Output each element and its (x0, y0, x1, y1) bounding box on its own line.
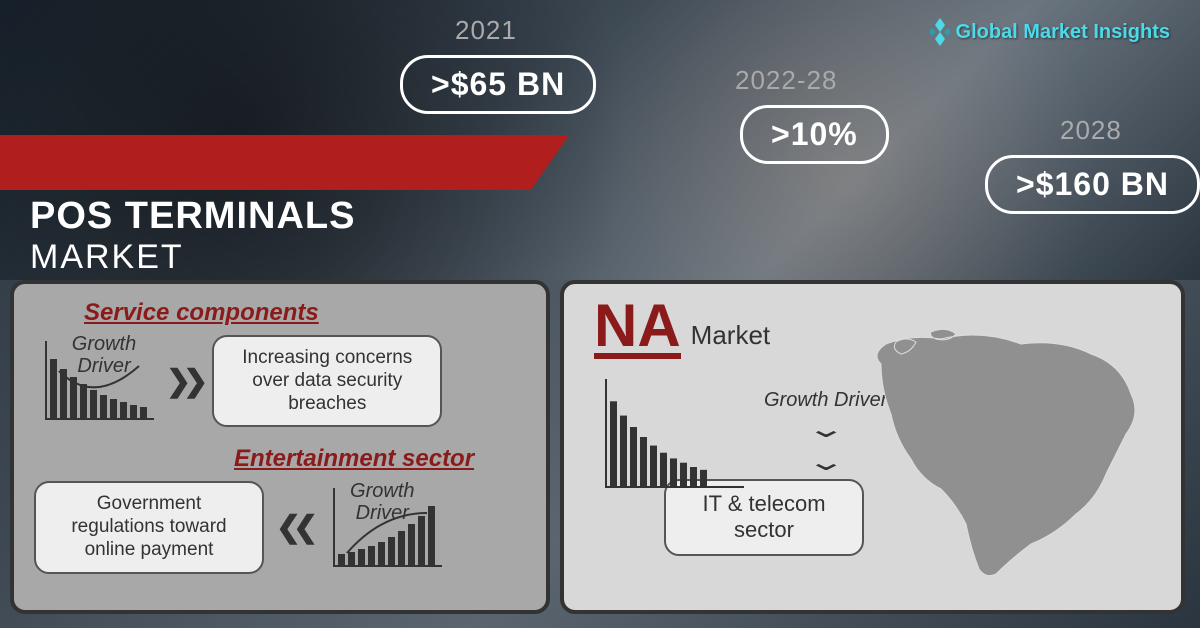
chevron-right-icon: ❯❯ (166, 364, 200, 399)
chevron-down-icon: ⌄ (806, 415, 846, 444)
chart-wrapper-down: Growth Driver (34, 341, 154, 421)
stat-pill: >$65 BN (400, 55, 596, 114)
stat-pill: >$160 BN (985, 155, 1200, 214)
info-na-sector: IT & telecom sector (664, 479, 864, 556)
heading-service: Service components (84, 299, 526, 327)
logo-diamond-icon (930, 18, 950, 46)
right-panel: NA Market Growth Driver ⌄ ⌄ IT & telecom… (560, 280, 1185, 614)
stat-pill: >10% (740, 105, 889, 164)
title-line-1: POS TERMINALS (30, 195, 355, 238)
bottom-section: Service components Growth Driver ❯❯ Incr… (0, 280, 1200, 628)
red-diagonal-stripe (0, 135, 569, 190)
chevron-left-icon: ❮❮ (276, 510, 310, 545)
brand-logo: Global Market Insights (930, 18, 1170, 46)
bar-chart-down-icon (34, 341, 154, 421)
section-service: Service components Growth Driver ❯❯ Incr… (34, 299, 526, 427)
heading-entertainment: Entertainment sector (234, 445, 526, 473)
stat-year: 2022-28 (735, 65, 837, 96)
na-abbrev: NA (594, 299, 681, 359)
na-market-label: Market (691, 320, 770, 351)
north-america-map-icon (861, 324, 1161, 584)
stat-year: 2028 (1060, 115, 1122, 146)
info-entertainment: Government regulations toward online pay… (34, 481, 264, 573)
row-entertainment: Government regulations toward online pay… (34, 481, 526, 573)
bar-chart-na-icon (594, 379, 744, 489)
chart-wrapper-up: Growth Driver (322, 488, 442, 568)
section-entertainment: Entertainment sector Government regulati… (34, 445, 526, 573)
left-panel: Service components Growth Driver ❯❯ Incr… (10, 280, 550, 614)
main-title: POS TERMINALS MARKET (30, 195, 355, 277)
row-service: Growth Driver ❯❯ Increasing concerns ove… (34, 335, 526, 427)
info-service: Increasing concerns over data security b… (212, 335, 442, 427)
chevron-down-icon: ⌄ (806, 448, 846, 477)
stat-year: 2021 (455, 15, 517, 46)
bar-chart-up-icon (322, 488, 442, 568)
title-line-2: MARKET (30, 238, 355, 277)
logo-text: Global Market Insights (956, 21, 1170, 44)
